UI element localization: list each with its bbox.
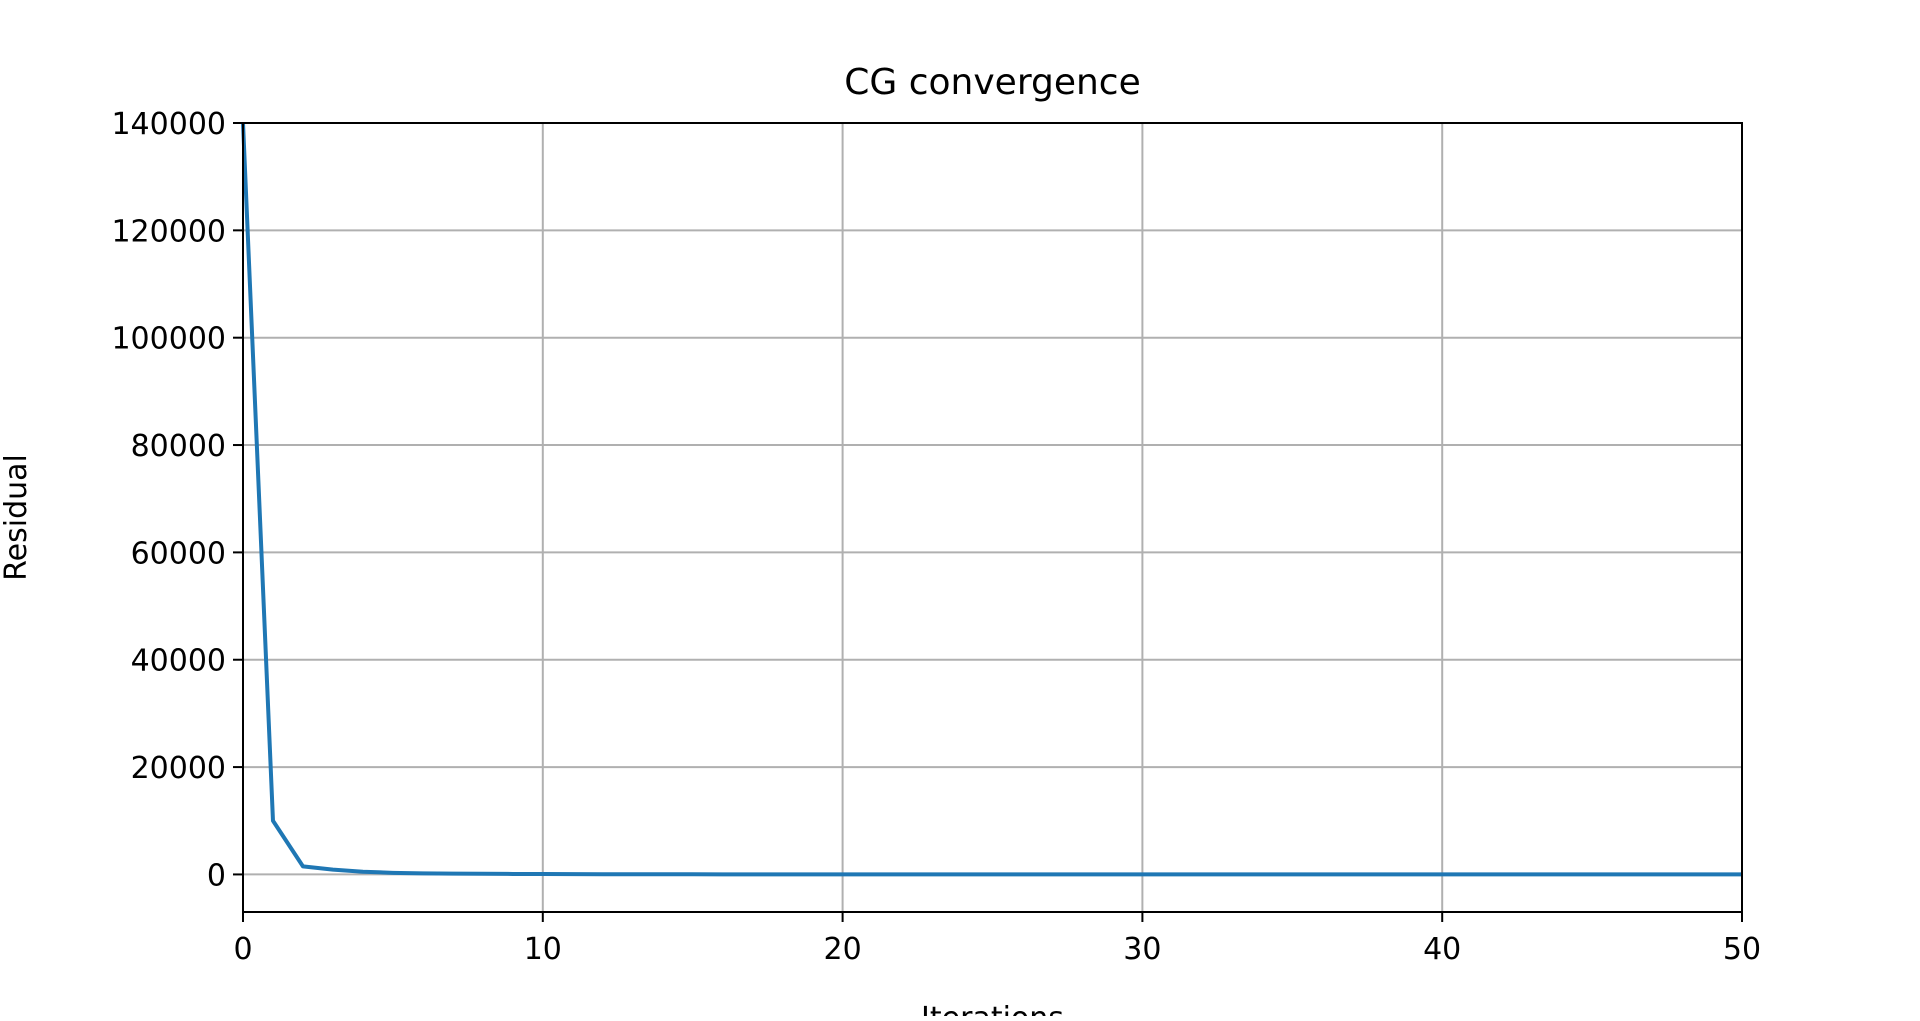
tick-layer: 0 10 20 30 40 50 0 20000 40000 60000 80000 100000 12… xyxy=(111,107,1761,967)
x-tick-label: 40 xyxy=(1423,932,1461,967)
y-tick-label: 0 xyxy=(207,858,226,893)
grid-layer xyxy=(242,122,1743,912)
x-axis-label: Iterations xyxy=(921,1001,1064,1016)
series-line xyxy=(241,122,1742,877)
x-tick-label: 30 xyxy=(1123,932,1161,967)
y-tick-label: 80000 xyxy=(131,429,226,464)
x-tick-label: 20 xyxy=(824,932,862,967)
y-tick-label: 60000 xyxy=(131,536,226,571)
y-tick-label: 140000 xyxy=(111,107,226,142)
y-axis-label: Residual xyxy=(0,454,34,581)
series-layer xyxy=(241,122,1742,877)
plot-frame xyxy=(242,122,1743,913)
chart-title: CG convergence xyxy=(844,62,1141,103)
y-tick-label: 120000 xyxy=(111,214,226,249)
x-tick-label: 10 xyxy=(524,932,562,967)
y-tick-label: 20000 xyxy=(131,751,226,786)
x-tick-label: 0 xyxy=(233,932,252,967)
x-tick-label: 50 xyxy=(1723,932,1761,967)
y-tick-label: 100000 xyxy=(111,322,226,357)
y-tick-label: 40000 xyxy=(131,644,226,679)
